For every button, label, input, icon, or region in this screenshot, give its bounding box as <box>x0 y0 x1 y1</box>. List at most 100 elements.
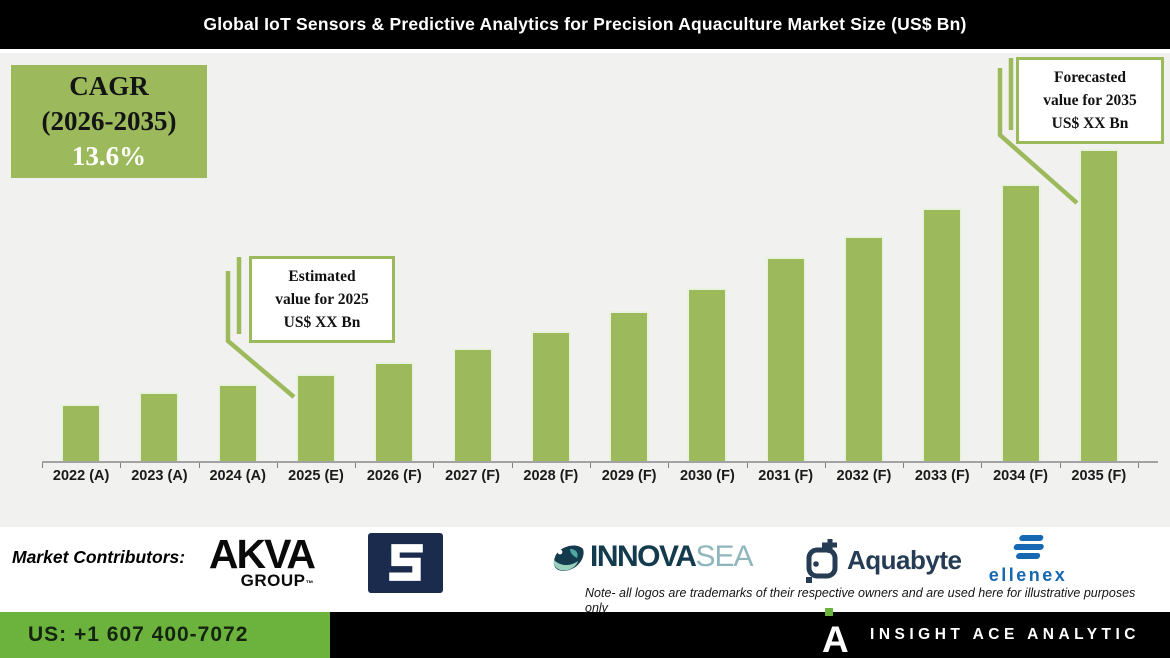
innovasea-logo: INNOVA SEA <box>550 540 753 574</box>
bar-2031 <box>765 257 806 462</box>
estimated-callout-line1: Estimated <box>288 267 356 285</box>
x-axis-tick <box>746 463 748 468</box>
x-axis-tick <box>590 463 591 468</box>
bar-2026 <box>374 362 415 462</box>
fish-hook-icon <box>806 539 838 583</box>
insightace-green-dot <box>825 608 834 616</box>
bar-slot <box>1060 132 1138 462</box>
bar-2028 <box>530 331 571 462</box>
bar-2033 <box>922 208 963 462</box>
forecasted-callout-line1: Forecasted <box>1053 68 1127 86</box>
akva-wordmark: AKVA <box>208 531 316 577</box>
bar-slot <box>42 132 120 462</box>
innovasea-wordmark-light: SEA <box>695 540 753 573</box>
waves-icon <box>1013 535 1044 559</box>
bar-chart-bars <box>42 132 1138 462</box>
x-axis-label: 2033 (F) <box>914 468 970 484</box>
x-axis-labels: 2022 (A) 2023 (A) 2024 (A) 2025 (E) 2026 (F)… <box>42 468 1138 484</box>
x-axis-label: 2023 (A) <box>131 468 188 484</box>
x-axis-tick <box>198 463 200 468</box>
x-axis-label: 2030 (F) <box>679 468 735 484</box>
bar-slot <box>512 132 590 462</box>
bar-2030 <box>687 288 728 462</box>
x-axis-ticks <box>42 463 1139 468</box>
title-bar: Global IoT Sensors & Predictive Analytic… <box>0 0 1170 49</box>
cagr-box: CAGR (2026-2035) 13.6% <box>11 65 207 178</box>
x-axis-tick <box>981 463 983 468</box>
brand-block: A INSIGHT ACE ANALYTIC <box>330 608 1170 658</box>
market-contributors-label: Market Contributors: <box>12 547 186 567</box>
fish-icon <box>553 545 584 571</box>
bar-2032 <box>843 236 884 462</box>
x-axis-tick <box>120 463 122 468</box>
bar-2029 <box>609 311 650 462</box>
x-axis-tick <box>903 463 905 468</box>
x-axis-tick <box>42 463 43 468</box>
cagr-value: 13.6% <box>71 141 147 172</box>
forecasted-callout-line2: value for 2035 <box>1043 91 1137 109</box>
x-axis-tick <box>355 463 357 468</box>
x-axis-label: 2025 (E) <box>288 468 344 484</box>
x-axis-tick <box>276 463 278 468</box>
x-axis-tick <box>1138 463 1139 468</box>
scaleaq-s-icon <box>388 544 423 581</box>
forecasted-callout-line3: US$ XX Bn <box>1051 115 1129 133</box>
trademark-note-line2: only <box>585 601 608 615</box>
bar-2025 <box>295 374 336 462</box>
bar-slot <box>981 132 1059 462</box>
x-axis-label: 2026 (F) <box>366 468 422 484</box>
ellenex-wordmark: ellenex <box>988 565 1068 585</box>
x-axis-tick <box>1059 463 1061 468</box>
chart-area: 2022 (A) 2023 (A) 2024 (A) 2025 (E) 2026 (F)… <box>0 53 1170 527</box>
x-axis-tick <box>511 463 513 468</box>
bar-slot <box>120 132 198 462</box>
ellenex-logo: ellenex <box>972 534 1084 585</box>
bar-slot <box>903 132 981 462</box>
insightace-logo-icon: A <box>822 608 849 658</box>
aquabyte-logo: Aquabyte <box>801 537 962 584</box>
bar-slot <box>277 132 355 462</box>
estimated-callout-line2: value for 2025 <box>275 290 369 308</box>
x-axis-tick <box>668 463 670 468</box>
x-axis-label: 2024 (A) <box>209 468 266 484</box>
forecasted-value-callout: Forecasted value for 2035 US$ XX Bn <box>1016 57 1164 144</box>
aquabyte-wordmark: Aquabyte <box>847 545 962 575</box>
insightace-a-glyph: A <box>822 619 849 658</box>
bar-slot <box>433 132 511 462</box>
bar-2024 <box>217 384 258 462</box>
brand-name: INSIGHT ACE ANALYTIC <box>870 626 1140 643</box>
bar-slot <box>825 132 903 462</box>
x-axis-tick <box>433 463 435 468</box>
x-axis-line <box>42 461 1158 463</box>
bar-slot <box>199 132 277 462</box>
x-axis-label: 2022 (A) <box>52 468 110 484</box>
phone-number: US: +1 607 400-7072 <box>28 623 249 646</box>
cagr-label: CAGR <box>69 70 149 101</box>
bar-slot <box>747 132 825 462</box>
x-axis-label: 2032 (F) <box>836 468 892 484</box>
page-title: Global IoT Sensors & Predictive Analytic… <box>203 14 967 34</box>
phone-block: US: +1 607 400-7072 <box>0 612 330 658</box>
bar-2027 <box>452 348 493 462</box>
x-axis-tick <box>824 463 826 468</box>
x-axis-label: 2027 (F) <box>445 468 500 484</box>
bar-slot <box>355 132 433 462</box>
cagr-period: (2026-2035) <box>41 105 177 136</box>
innovasea-wordmark-dark: INNOVA <box>590 540 697 573</box>
x-axis-label: 2029 (F) <box>601 468 657 484</box>
x-axis-label: 2028 (F) <box>523 468 579 484</box>
x-axis-label: 2035 (F) <box>1071 468 1127 484</box>
scaleaq-logo <box>368 533 443 593</box>
akva-trademark-symbol: ™ <box>305 579 314 588</box>
bar-2035 <box>1078 149 1119 462</box>
footer: US: +1 607 400-7072 A INSIGHT ACE ANALYT… <box>0 608 1170 658</box>
contributors-strip: Market Contributors: AKVA GROUP™ INNOVA S… <box>0 527 1170 615</box>
bar-slot <box>590 132 668 462</box>
estimated-value-callout: Estimated value for 2025 US$ XX Bn <box>249 256 395 343</box>
bar-2023 <box>139 392 180 462</box>
trademark-note-line1: Note- all logos are trademarks of their … <box>585 586 1136 600</box>
bar-2022 <box>61 404 102 462</box>
akva-group-word: GROUP <box>240 571 306 590</box>
x-axis-label: 2031 (F) <box>758 468 814 484</box>
